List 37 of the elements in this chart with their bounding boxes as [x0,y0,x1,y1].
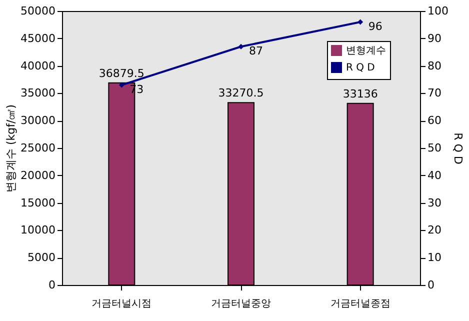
y-tick-label: 0 [48,278,56,292]
y-tick-label: 10000 [20,224,56,237]
point [238,44,244,50]
y2-axis-title: R Q D [451,132,464,164]
y-tick-label: 5000 [28,251,56,264]
y-tick-label: 30000 [20,114,56,128]
y-tick-label: 45000 [20,32,56,45]
data-label: 36879.5 [98,66,144,80]
y-tick-label: 25000 [20,142,56,154]
data-label: 96 [368,20,382,33]
y2-tick-label: 60 [428,114,442,128]
y-tick-label: 20000 [20,168,56,182]
y-tick-label: 40000 [20,59,56,72]
y2-tick-label: 0 [428,278,434,292]
x-tick-label: 거금터널중앙 [211,298,271,310]
y2-tick-label: 10 [428,251,442,264]
legend-label: R Q D [346,62,376,74]
y2-tick-label: 70 [428,86,442,100]
point [118,82,124,88]
y-tick-label: 50000 [20,4,56,18]
y2-tick-label: 80 [428,59,442,72]
y2-tick-label: 40 [428,168,442,182]
y-axis-title: 변형계수 (kgf/㎠) [4,104,18,193]
y-tick-label: 15000 [20,196,56,210]
x-tick-label: 거금터널시점 [92,298,152,310]
x-tick-label: 거금터널종점 [330,298,390,310]
y2-tick-label: 90 [428,32,442,45]
y2-tick-label: 30 [428,196,442,210]
legend-label: 변형계수 [346,46,386,56]
y2-tick-label: 20 [428,224,442,237]
data-label: 33270.5 [218,86,264,100]
data-label: 33136 [342,87,378,100]
y2-tick-label: 100 [428,4,448,18]
point [358,19,364,25]
y-tick-label: 35000 [20,86,56,100]
y2-tick-label: 50 [428,142,442,154]
data-label: 87 [249,44,263,58]
